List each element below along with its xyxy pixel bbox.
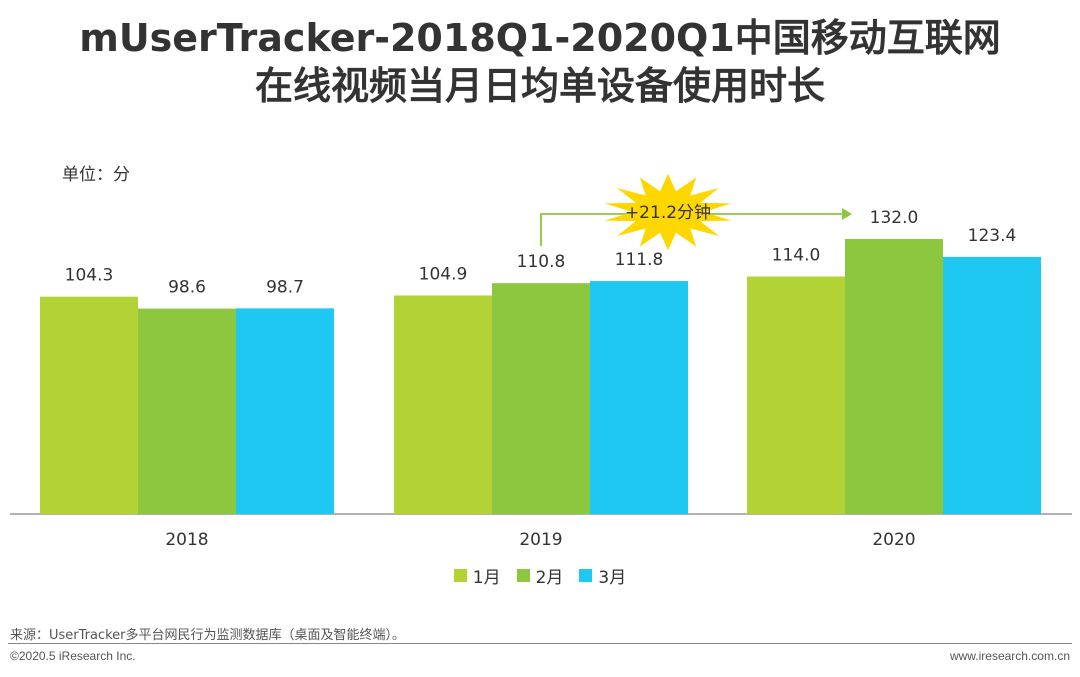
bar-2019-s3 [590,281,688,514]
value-label-2018-s2: 98.6 [168,278,206,298]
x-tick-label-2019: 2019 [519,530,562,550]
bar-2018-s2 [138,308,236,514]
x-tick-label-2020: 2020 [872,530,915,550]
value-label-2019-s1: 104.9 [419,264,468,284]
value-label-2019-s2: 110.8 [517,252,566,272]
unit-label: 单位：分 [62,165,130,185]
starburst-badge [604,173,732,251]
chart-title-line2: 在线视频当月日均单设备使用时长 [254,64,825,108]
footer-divider [8,643,1072,644]
bar-2019-s2 [492,283,590,514]
copyright: ©2020.5 iResearch Inc. [10,649,136,663]
growth-arrow-line [540,213,843,246]
legend-item-1: 1月 [453,563,501,588]
chart-title-line1: mUserTracker-2018Q1-2020Q1中国移动互联网 [79,16,1001,60]
bar-2019-s1 [394,295,492,514]
bar-2018-s1 [40,296,138,514]
value-label-2020-s3: 123.4 [968,226,1017,246]
source-note: 来源：UserTracker多平台网民行为监测数据库（桌面及智能终端）。 [10,628,406,643]
value-label-2019-s3: 111.8 [615,250,664,270]
bar-2018-s3 [236,308,334,514]
legend-swatch-2 [516,569,530,582]
value-label-2018-s3: 98.7 [266,277,304,297]
legend-swatch-3 [579,569,593,582]
legend-swatch-1 [453,569,467,582]
legend-label-3: 3月 [598,568,627,588]
growth-annotation-label: +21.2分钟 [625,203,711,223]
legend-label-1: 1月 [472,568,501,588]
website-link[interactable]: www.iresearch.com.cn [949,649,1070,663]
bar-2020-s1 [747,276,845,514]
legend: 1月 2月 3月 [0,563,1080,588]
bar-chart: 104.3 104.9 114.0 98.6 110.8 132.0 98.7 111.8 12… [10,173,1072,550]
bar-2020-s3 [943,256,1041,514]
legend-label-2: 2月 [535,568,564,588]
legend-item-3: 3月 [579,563,626,588]
value-label-2018-s1: 104.3 [65,266,114,286]
growth-arrow-head [842,208,852,220]
value-label-2020-s1: 114.0 [772,246,821,266]
bar-2020-s2 [845,239,943,514]
value-label-2020-s2: 132.0 [870,208,919,228]
x-tick-label-2018: 2018 [165,530,208,550]
legend-item-2: 2月 [516,563,564,588]
